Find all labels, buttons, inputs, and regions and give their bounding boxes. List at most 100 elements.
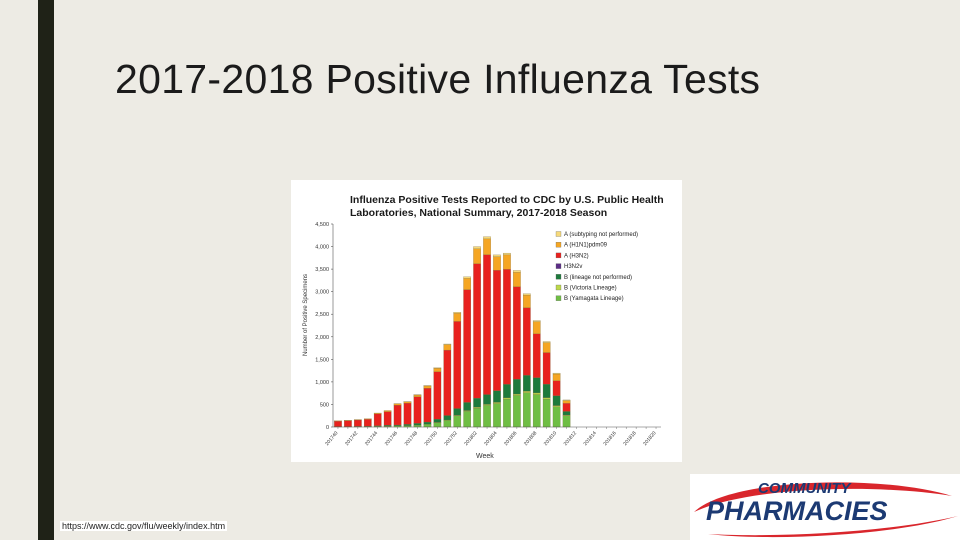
x-tick-label: 201808: [523, 430, 538, 447]
bar-segment: [562, 411, 571, 416]
bar-segment: [483, 236, 491, 240]
bar-segment: [443, 344, 452, 351]
bar-segment: [363, 419, 372, 427]
bar-segment: [513, 395, 521, 428]
x-axis: 201740 201742 201744 201746 201748 201750 2017…: [324, 426, 661, 447]
bar-segment: [373, 412, 382, 415]
legend-swatch: [555, 295, 562, 301]
bar-segment: [552, 395, 561, 406]
x-tick-label: 201814: [583, 430, 598, 447]
bar-segment: [413, 396, 422, 424]
bar-segment: [523, 375, 531, 392]
logo-line2: PHARMACIES: [706, 496, 888, 526]
x-tick-label: 201742: [344, 430, 359, 447]
bar-segment: [552, 405, 561, 407]
legend-label: A (subtyping not performed): [564, 232, 638, 238]
bar-segment: [542, 341, 551, 343]
bar-segment: [483, 394, 491, 405]
x-tick-label: 201744: [364, 430, 379, 447]
bar-segment: [503, 384, 511, 399]
bar-segment: [532, 394, 541, 428]
bar-segment: [532, 321, 541, 334]
legend-label: A (H1N1)pdm09: [564, 243, 608, 249]
bar-segment: [542, 352, 551, 385]
bar-segment: [483, 238, 491, 255]
x-tick-label: 201818: [622, 430, 637, 447]
legend-swatch: [555, 263, 562, 269]
bar-segment: [423, 421, 432, 425]
bar-segment: [373, 413, 382, 426]
community-pharmacies-logo: COMMUNITY PHARMACIES: [690, 474, 960, 540]
bar-segment: [552, 380, 561, 396]
x-tick-label: 201750: [424, 430, 439, 447]
bar-segment: [473, 248, 481, 264]
bar-segment: [532, 320, 541, 322]
bar-segment: [523, 294, 531, 308]
bar-segment: [423, 424, 432, 428]
bar-segment: [463, 402, 471, 411]
bar-segment: [383, 411, 392, 426]
x-tick-label: 201816: [602, 430, 617, 447]
y-tick-label: 0: [326, 425, 329, 431]
chart-title-line1: Influenza Positive Tests Reported to CDC…: [350, 194, 664, 206]
bar-segment: [542, 397, 551, 400]
bar-segment: [383, 410, 392, 412]
bar-segment: [552, 373, 561, 381]
bar-segment: [393, 424, 402, 426]
flu-chart-panel: Influenza Positive Tests Reported to CDC…: [291, 180, 682, 462]
y-tick-label: 1,000: [315, 380, 329, 386]
bar-segment: [523, 293, 531, 296]
x-tick-label: 201746: [384, 430, 399, 447]
bar-segment: [542, 384, 551, 398]
x-tick-label: 201806: [503, 430, 518, 447]
legend-swatch: [555, 252, 562, 259]
y-tick-label: 4,000: [315, 245, 329, 251]
legend-swatch: [555, 231, 562, 237]
x-tick-label: 201804: [483, 430, 498, 447]
bar-segment: [473, 263, 481, 399]
bar-segment: [433, 368, 442, 372]
legend-swatch: [555, 284, 562, 291]
bar-segment: [542, 398, 551, 428]
bar-segment: [552, 406, 561, 428]
legend: A (subtyping not performed) A (H1N1)pdm09…: [555, 231, 638, 302]
bar-segment: [453, 321, 462, 409]
legend-label: H3N2v: [564, 264, 582, 270]
bar-segment: [393, 404, 402, 426]
source-url[interactable]: https://www.cdc.gov/flu/weekly/index.htm: [60, 521, 228, 531]
bar-segment: [493, 402, 501, 404]
bar-segment: [493, 256, 501, 271]
x-axis-label: Week: [476, 453, 494, 460]
y-tick-label: 2,000: [315, 335, 329, 341]
bar-segment: [354, 419, 362, 427]
legend-label: B (Yamagata Lineage): [564, 296, 624, 302]
bar-segment: [463, 278, 471, 290]
bar-segment: [433, 371, 442, 420]
bar-segment: [493, 254, 501, 257]
bar-segment: [493, 403, 501, 428]
flu-chart: Influenza Positive Tests Reported to CDC…: [303, 194, 664, 460]
bar-segment: [403, 424, 412, 426]
y-tick-label: 2,500: [315, 312, 329, 318]
legend-swatch: [555, 242, 562, 248]
bar-segment: [463, 411, 471, 428]
legend-label: B (lineage not performed): [564, 275, 632, 281]
bar-segment: [483, 404, 491, 406]
bar-segment: [433, 422, 442, 428]
bar-segment: [473, 246, 481, 249]
chart-title-line2: Laboratories, National Summary, 2017-201…: [350, 207, 607, 219]
bar-segment: [513, 379, 521, 395]
bar-segment: [423, 388, 432, 423]
bar-segment: [503, 254, 511, 270]
bar-segment: [443, 349, 452, 416]
bar-segment: [552, 372, 561, 375]
logo-line1: COMMUNITY: [758, 480, 852, 497]
y-tick-label: 1,500: [315, 357, 329, 363]
bar-segment: [423, 385, 432, 389]
bar-segment: [393, 403, 402, 406]
bar-segment: [542, 342, 551, 353]
bar-segment: [493, 270, 501, 391]
y-tick-label: 3,000: [315, 290, 329, 296]
bars: [334, 236, 571, 428]
bar-segment: [443, 415, 452, 421]
